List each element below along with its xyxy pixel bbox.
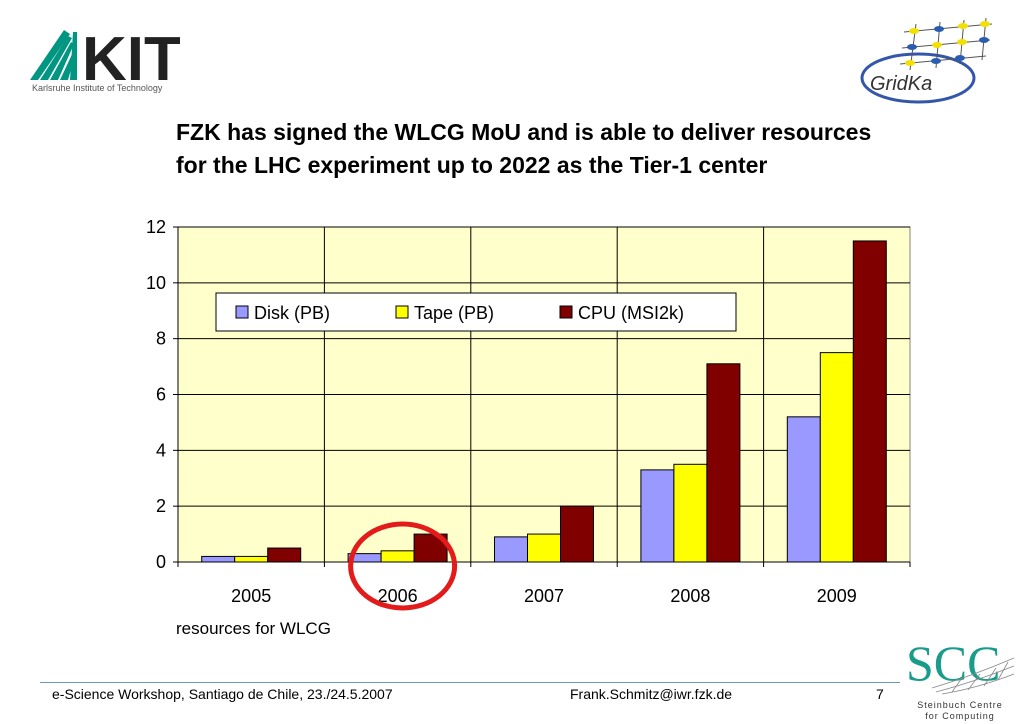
kit-logo-text: KIT	[82, 25, 180, 94]
slide-title: FZK has signed the WLCG MoU and is able …	[176, 119, 872, 178]
y-tick-label: 2	[156, 496, 166, 516]
bar	[234, 555, 269, 563]
bar	[640, 469, 675, 563]
footer-event: e-Science Workshop, Santiago de Chile, 2…	[52, 686, 393, 702]
bar	[819, 352, 854, 563]
page-number: 7	[876, 686, 884, 702]
y-tick-label: 12	[146, 217, 166, 237]
bar	[201, 555, 236, 563]
kit-logo: KIT	[30, 25, 180, 94]
scc-logo: SCC Steinbuch Centre for Computing	[906, 636, 1015, 721]
legend-label: Disk (PB)	[254, 303, 330, 323]
gridka-swoosh-icon	[860, 52, 976, 104]
bar	[380, 550, 415, 563]
scc-grid-icon	[931, 657, 1015, 695]
chart-legend	[215, 292, 737, 332]
x-tick-label: 2007	[524, 586, 564, 606]
bar	[706, 363, 741, 563]
x-tick-label: 2008	[670, 586, 710, 606]
legend-label: Tape (PB)	[414, 303, 494, 323]
y-tick-label: 4	[156, 440, 166, 460]
legend-swatch	[235, 305, 249, 319]
y-tick-label: 8	[156, 329, 166, 349]
scc-logo-text: SCC	[906, 636, 1001, 691]
y-tick-label: 6	[156, 385, 166, 405]
bar-chart: 0 2 4 6 8 10 12 2005 2006 2007 2008 2009 Disk (PB) Ta…	[146, 217, 911, 638]
bar	[673, 463, 708, 563]
bar	[267, 547, 302, 563]
y-tick-label: 0	[156, 552, 166, 572]
bar	[494, 536, 528, 563]
x-axis-label: resources for WLCG	[176, 619, 331, 638]
y-tick-label: 10	[146, 273, 166, 293]
scc-subtitle-1: Steinbuch Centre	[917, 700, 1003, 710]
legend-swatch	[395, 305, 409, 319]
bar	[786, 416, 821, 563]
gridka-logo-text: GridKa	[870, 73, 932, 95]
x-tick-label: 2005	[231, 586, 271, 606]
gridka-logo: GridKa	[860, 18, 993, 104]
footer-divider	[40, 682, 900, 683]
scc-subtitle-2: for Computing	[925, 711, 995, 721]
bar	[560, 505, 594, 563]
bar	[852, 240, 887, 563]
kit-fan-icon	[30, 30, 77, 80]
x-tick-label: 2009	[817, 586, 857, 606]
kit-subtitle: Karlsruhe Institute of Technology	[32, 83, 163, 93]
footer-email: Frank.Schmitz@iwr.fzk.de	[570, 686, 733, 702]
legend-label: CPU (MSI2k)	[578, 303, 684, 323]
x-tick-label: 2006	[378, 586, 418, 606]
gridka-nodes-icon	[905, 21, 990, 66]
bar	[527, 533, 561, 563]
legend-swatch	[559, 305, 573, 319]
highlight-ellipse	[348, 521, 458, 611]
